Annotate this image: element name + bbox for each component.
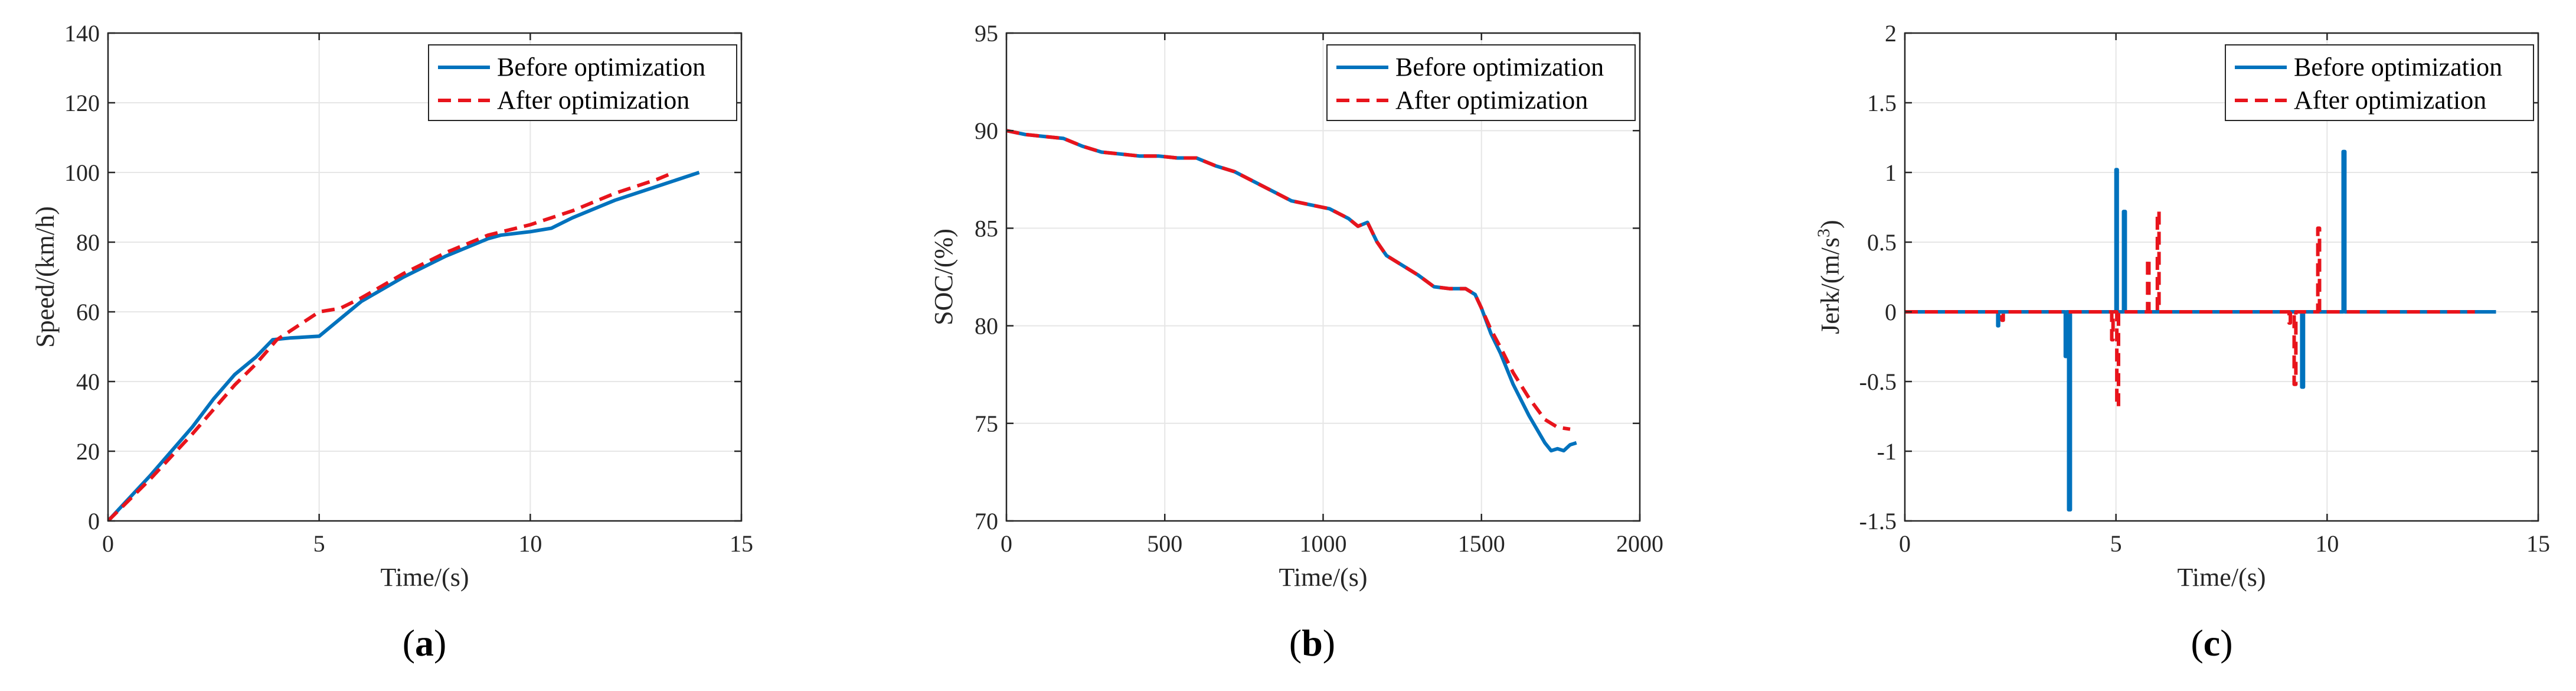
y-tick-label: 75 [975, 410, 998, 437]
chart-panel-a: 0 5 10 15 0 20 40 60 80 100 120 140 Time/(s) Speed/(k… [31, 20, 753, 664]
x-tick-label: 0 [1899, 530, 1911, 557]
x-tick-label: 500 [1147, 530, 1182, 557]
x-tick-label: 5 [313, 530, 325, 557]
y-axis-label: SOC/(%) [929, 229, 958, 325]
y-tick-label: 70 [975, 508, 998, 534]
y-tick-label: 95 [975, 20, 998, 47]
x-tick-label: 15 [2526, 530, 2550, 557]
y-tick-label: 100 [64, 159, 100, 186]
y-tick-label: -0.5 [1859, 369, 1897, 395]
legend-label-after: After optimization [497, 86, 689, 115]
legend-label-before: Before optimization [497, 53, 705, 82]
legend: Before optimization After optimization [1326, 44, 1636, 121]
y-tick-label: 1 [1885, 159, 1897, 186]
legend-label-after: After optimization [2294, 86, 2486, 115]
y-tick-label: 2 [1885, 20, 1897, 47]
y-tick-label: 0 [1885, 299, 1897, 325]
panel-caption: (b) [1289, 622, 1335, 664]
series-after-line [108, 171, 675, 521]
y-tick-label: 40 [76, 369, 100, 395]
axes-frame [107, 32, 743, 522]
y-axis-label: Jerk/(m/s3) [1814, 220, 1845, 334]
chart-panel-b: 0 500 1000 1500 2000 70 75 80 85 90 95 Time/(s) SOC/… [929, 20, 1663, 664]
x-tick-label: 10 [2315, 530, 2339, 557]
legend: Before optimization After optimization [2225, 44, 2534, 121]
x-tick-label: 5 [2110, 530, 2122, 557]
y-tick-label: 90 [975, 118, 998, 144]
x-axis-label: Time/(s) [1279, 563, 1368, 592]
y-tick-label: 140 [64, 20, 100, 47]
legend: Before optimization After optimization [428, 44, 737, 121]
axes-frame [1904, 32, 2539, 522]
legend-box [1326, 44, 1636, 121]
y-tick-label: 80 [76, 229, 100, 256]
legend-box [2225, 44, 2534, 121]
y-tick-label: -1.5 [1859, 508, 1897, 534]
panel-caption: (a) [403, 622, 447, 664]
legend-label-before: Before optimization [2294, 53, 2502, 82]
x-tick-label: 0 [1001, 530, 1012, 557]
x-tick-label: 1500 [1458, 530, 1505, 557]
x-tick-label: 0 [102, 530, 114, 557]
legend-label-before: Before optimization [1395, 53, 1604, 82]
x-tick-label: 10 [518, 530, 542, 557]
chart-panel-c: 0 5 10 15 -1.5 -1 -0.5 0 0.5 1 1.5 2 Time/(s) Jerk/(m… [1814, 20, 2550, 664]
y-tick-label: 0.5 [1867, 229, 1897, 256]
x-axis-label: Time/(s) [2178, 563, 2266, 592]
x-tick-label: 2000 [1616, 530, 1663, 557]
series-before-line [108, 171, 700, 521]
x-axis-label: Time/(s) [381, 563, 469, 592]
y-axis-label: Speed/(km/h) [31, 206, 60, 348]
x-tick-label: 1000 [1300, 530, 1347, 557]
y-tick-label: 20 [76, 438, 100, 465]
x-tick-label: 15 [730, 530, 753, 557]
series-after-line [1905, 210, 2475, 409]
y-tick-label: -1 [1877, 438, 1897, 465]
y-tick-label: 1.5 [1867, 90, 1897, 116]
y-tick-label: 85 [975, 215, 998, 242]
legend-label-after: After optimization [1395, 86, 1588, 115]
legend-box [428, 44, 737, 121]
y-tick-label: 120 [64, 90, 100, 116]
panel-caption: (c) [2191, 622, 2232, 664]
y-tick-label: 60 [76, 299, 100, 325]
y-tick-label: 80 [975, 313, 998, 340]
y-tick-label: 0 [88, 508, 100, 534]
